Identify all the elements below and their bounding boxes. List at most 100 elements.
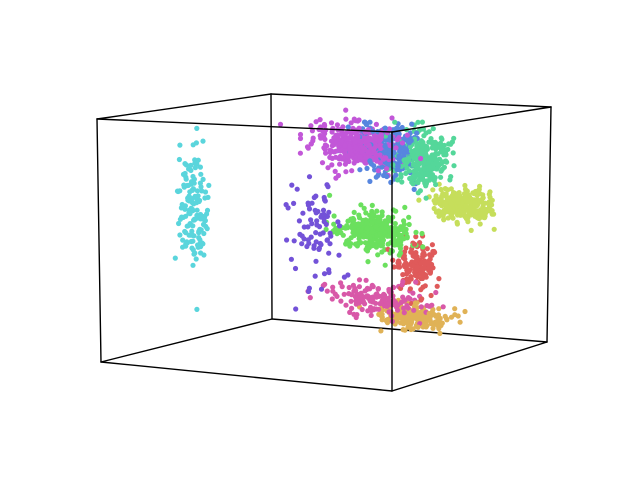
data-point (429, 139, 435, 145)
data-point (423, 152, 429, 158)
data-point (409, 263, 415, 269)
data-point (438, 174, 444, 180)
data-point (455, 192, 461, 198)
data-point (345, 272, 351, 278)
data-point (378, 301, 384, 307)
data-point (375, 238, 381, 244)
data-point (435, 144, 441, 150)
data-point (430, 306, 436, 313)
data-point (433, 289, 439, 296)
data-point (337, 161, 343, 167)
data-point (377, 152, 383, 158)
data-point (291, 238, 297, 244)
data-point (423, 195, 429, 201)
data-point (306, 174, 313, 180)
data-point (177, 216, 183, 222)
data-point (382, 125, 388, 131)
data-point (417, 188, 423, 194)
data-point (454, 208, 460, 214)
data-point (180, 244, 186, 250)
data-point (430, 126, 436, 132)
data-point (444, 196, 451, 202)
data-point (414, 163, 420, 170)
data-point (300, 210, 306, 216)
data-point (445, 187, 451, 193)
data-point (309, 128, 315, 134)
data-point (346, 284, 352, 291)
data-point (379, 249, 385, 255)
data-point (482, 200, 488, 206)
box-edge (546, 106, 552, 343)
data-point (429, 172, 436, 178)
data-point (420, 244, 426, 250)
data-point (204, 207, 211, 213)
data-point (395, 232, 401, 238)
data-points (172, 107, 497, 336)
data-point (378, 136, 384, 142)
data-point (343, 116, 349, 122)
data-point (311, 245, 317, 251)
data-point (323, 127, 329, 133)
data-point (177, 142, 183, 148)
data-point (331, 213, 337, 219)
data-point (420, 317, 427, 323)
data-point (189, 196, 195, 202)
data-point (194, 306, 200, 312)
data-point (422, 321, 428, 327)
data-point (363, 246, 369, 253)
data-point (343, 107, 349, 113)
data-point (367, 236, 373, 242)
data-point (477, 221, 483, 227)
data-point (373, 224, 379, 230)
data-point (335, 219, 341, 225)
data-point (188, 167, 194, 173)
data-point (430, 187, 436, 193)
data-point (321, 271, 328, 277)
data-point (419, 147, 425, 153)
data-point (190, 223, 196, 229)
data-point (444, 159, 450, 165)
data-point (206, 182, 212, 188)
data-point (364, 229, 370, 235)
data-point (323, 150, 329, 156)
data-point (325, 165, 331, 171)
data-point (404, 132, 410, 138)
data-point (391, 264, 397, 270)
data-point (480, 206, 486, 212)
data-point (383, 155, 389, 161)
data-point (353, 144, 359, 150)
data-point (463, 203, 469, 209)
data-point (355, 134, 361, 140)
data-point (397, 250, 404, 256)
data-point (361, 119, 368, 125)
data-point (359, 306, 365, 313)
data-point (190, 247, 196, 253)
data-point (369, 229, 375, 235)
data-point (183, 176, 189, 182)
data-point (342, 161, 348, 167)
data-point (277, 121, 284, 127)
data-point (297, 131, 304, 138)
data-point (325, 184, 331, 190)
data-point (429, 242, 435, 248)
data-point (422, 272, 429, 278)
data-point (357, 154, 363, 160)
data-point (364, 285, 370, 291)
data-point (401, 310, 407, 316)
data-point (409, 121, 415, 127)
data-point (324, 288, 330, 294)
data-point (361, 205, 367, 211)
data-point (440, 209, 446, 216)
data-point (336, 252, 342, 258)
data-point (451, 163, 457, 169)
data-point (433, 181, 439, 188)
data-point (327, 154, 333, 160)
data-point (327, 192, 333, 198)
data-point (336, 223, 343, 229)
data-point (414, 272, 420, 278)
data-point (191, 176, 197, 182)
data-point (337, 148, 343, 154)
data-point (399, 140, 405, 146)
data-point (410, 181, 416, 187)
